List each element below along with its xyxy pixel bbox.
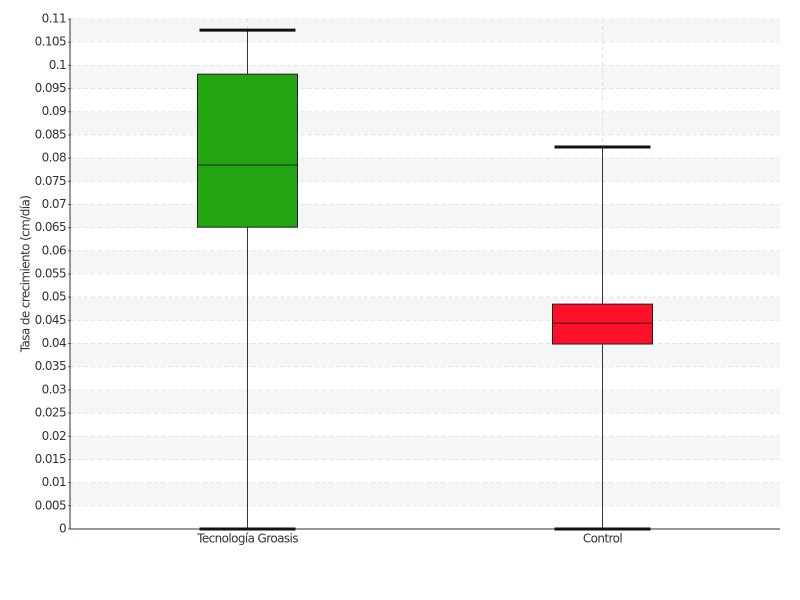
grid-band [70,297,780,321]
y-tick-label: 0.08 [42,151,66,165]
y-tick-label: 0.09 [42,104,66,118]
y-tick-label: 0.06 [42,243,66,257]
y-tick-label: 0.055 [35,267,66,281]
x-tick-label: Tecnología Groasis [196,532,298,546]
grid-band [70,343,780,367]
y-tick-label: 0.04 [42,336,66,350]
y-tick-label: 0.035 [35,359,66,373]
y-tick-label: 0.025 [35,406,66,420]
x-tick-label: Control [583,532,622,546]
y-tick-label: 0.1 [49,58,66,72]
grid-band [70,482,780,506]
y-tick-label: 0.095 [35,81,66,95]
y-tick-label: 0.015 [35,452,66,466]
y-tick-label: 0 [59,522,66,536]
y-tick-label: 0.065 [35,220,66,234]
y-tick-label: 0.085 [35,127,66,141]
y-axis-label: Tasa de crecimiento (cm/día) [19,196,33,354]
grid-band [70,389,780,414]
y-tick-label: 0.045 [35,313,66,327]
grid-band [70,204,780,228]
y-tick-label: 0.05 [42,290,66,304]
y-tick-label: 0.03 [42,382,66,396]
grid-band [70,111,780,135]
y-tick-label: 0.005 [35,498,66,512]
y-tick-label: 0.105 [35,35,66,49]
y-tick-label: 0.02 [42,429,66,443]
grid-band [70,436,780,460]
grid-band [70,19,780,43]
y-tick-label: 0.07 [42,197,66,211]
y-tick-label: 0.01 [42,475,66,489]
y-tick-label: 0.11 [42,12,66,26]
box [552,303,653,345]
grid-band [70,158,780,182]
y-tick-label: 0.075 [35,174,66,188]
grid-band [70,250,780,274]
box [197,73,298,228]
grid-band [70,65,780,89]
